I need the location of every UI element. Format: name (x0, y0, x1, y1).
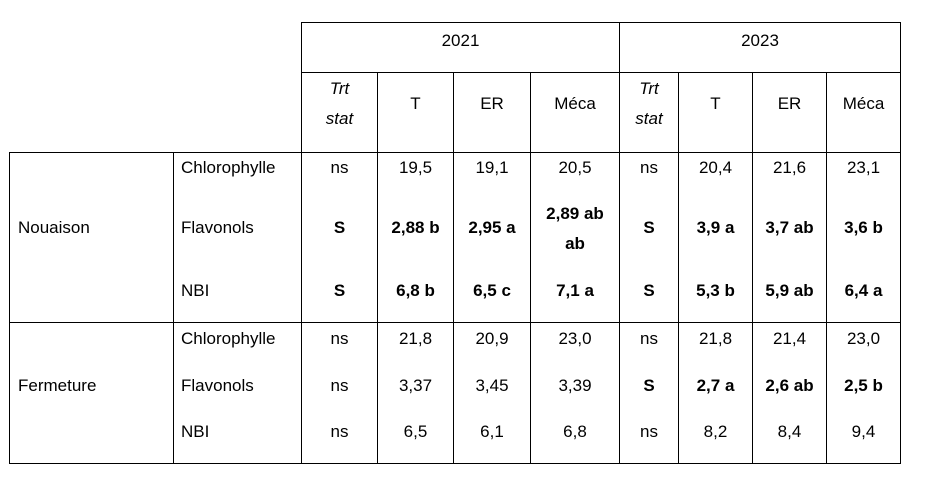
table-cell: 23,1 (846, 158, 881, 177)
stat-line: stat (635, 109, 663, 128)
table-cell: 3,9 a (696, 218, 735, 237)
param-label: Chlorophylle (181, 158, 276, 177)
table-cell: ns (330, 329, 349, 348)
table-cell: S (643, 376, 655, 395)
grid-line (826, 72, 827, 464)
table-cell: S (333, 218, 346, 237)
param-label: Chlorophylle (181, 329, 276, 348)
table-cell: 7,1 a (556, 281, 594, 300)
grid-line (900, 22, 901, 464)
table-cell: 20,4 (698, 158, 733, 177)
table-cell: 3,37 (398, 376, 433, 395)
param-label: Flavonols (181, 218, 254, 237)
table-cell: 2,5 b (844, 376, 883, 395)
table-cell: 6,8 (563, 422, 587, 441)
table-cell: ns (330, 376, 349, 395)
grid-line (619, 22, 620, 464)
grid-line (9, 463, 901, 464)
grid-line (301, 22, 302, 464)
table-cell: 6,8 b (396, 281, 435, 300)
col-header-trt-stat-2023: Trt stat (620, 73, 678, 135)
grid-line (453, 72, 454, 464)
param-label: NBI (181, 281, 210, 300)
grid-line (9, 322, 901, 323)
param-label: Flavonols (181, 376, 254, 395)
grid-line (9, 152, 10, 464)
table-cell: 20,5 (558, 158, 592, 177)
col-header-t-2021: T (410, 94, 421, 113)
table-cell: S (643, 218, 655, 237)
grid-line (173, 152, 174, 464)
table-cell: 3,45 (475, 376, 509, 395)
table-cell: 5,9 ab (765, 281, 814, 300)
grid-line (301, 22, 901, 23)
table-cell: 2,6 ab (765, 376, 814, 395)
table-cell: 21,8 (698, 329, 733, 348)
cell-line: 2,89 ab (546, 204, 604, 223)
col-header-er-2021: ER (480, 94, 504, 113)
grid-line (530, 72, 531, 464)
table-cell: 19,1 (475, 158, 509, 177)
table-cell: 23,0 (558, 329, 592, 348)
year-header-2023: 2023 (741, 31, 779, 50)
col-header-er-2023: ER (777, 94, 802, 113)
table-cell: 2,95 a (468, 218, 516, 237)
table-cell: 6,4 a (844, 281, 883, 300)
cell-line: ab (565, 234, 585, 253)
col-header-meca-2021: Méca (554, 94, 596, 113)
table-cell: 3,7 ab (765, 218, 814, 237)
trt-line: Trt (329, 79, 350, 98)
table-cell: 20,9 (475, 329, 509, 348)
table-cell: 2,7 a (696, 376, 735, 395)
col-header-trt-stat-2021: Trt stat (302, 73, 377, 135)
table-cell: 3,39 (558, 376, 592, 395)
table-cell: ns (640, 158, 658, 177)
table-cell: 6,5 (403, 422, 428, 441)
year-header-2021: 2021 (441, 31, 480, 50)
param-label: NBI (181, 422, 210, 441)
table-cell: 21,6 (772, 158, 807, 177)
grid-line (752, 72, 753, 464)
table-cell: 21,4 (772, 329, 807, 348)
table-cell: 8,2 (703, 422, 728, 441)
table-cell: S (643, 281, 655, 300)
table-cell: 3,6 b (844, 218, 883, 237)
table-cell: 23,0 (846, 329, 881, 348)
grid-line (9, 152, 901, 153)
table-cell: 2,88 b (391, 218, 440, 237)
col-header-t-2023: T (710, 94, 721, 113)
trt-line: Trt (639, 79, 659, 98)
table-cell: 19,5 (398, 158, 433, 177)
table-cell: 21,8 (398, 329, 433, 348)
table-cell: ns (330, 158, 349, 177)
col-header-meca-2023: Méca (842, 94, 885, 113)
table-cell: 5,3 b (696, 281, 735, 300)
stage-label-fermeture: Fermeture (18, 376, 97, 395)
table-cell: 6,1 (480, 422, 504, 441)
table-cell: 9,4 (851, 422, 876, 441)
table-cell: ns (330, 422, 349, 441)
grid-line (678, 72, 679, 464)
grid-line (377, 72, 378, 464)
grid-line (301, 72, 901, 73)
table-cell: 6,5 c (473, 281, 511, 300)
stat-line: stat (325, 109, 354, 128)
table-cell: ns (640, 329, 658, 348)
stage-label-nouaison: Nouaison (18, 218, 90, 237)
table-cell: ns (640, 422, 658, 441)
table-cell: S (333, 281, 346, 300)
table-cell-stacked: 2,89 ab ab (531, 198, 619, 260)
table-cell: 8,4 (777, 422, 802, 441)
